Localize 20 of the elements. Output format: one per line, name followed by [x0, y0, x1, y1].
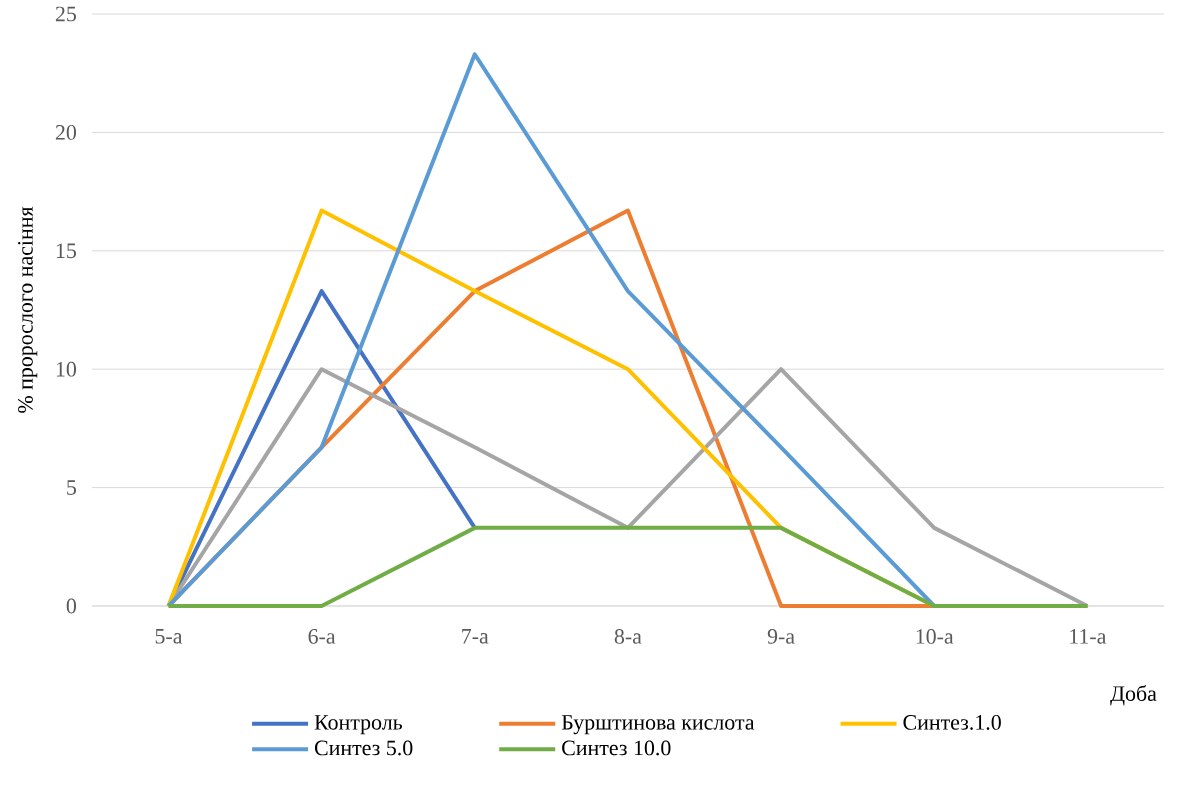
y-tick-label: 5 [67, 480, 76, 496]
x-axis-title: Доба [1110, 685, 1157, 706]
legend-label: Синтез 5.0 [314, 740, 413, 756]
x-tick-label: 6-а [308, 629, 336, 644]
legend-label: Контроль [314, 715, 403, 735]
legend-label: Бурштинова кислота [561, 715, 755, 735]
y-tick-label: 0 [66, 598, 77, 614]
y-tick-label: 10 [56, 362, 77, 377]
x-tick-label: 10-а [916, 629, 954, 645]
y-tick-label: 25 [55, 6, 76, 22]
legend-label: Синтез.1.0 [903, 715, 1001, 731]
x-tick-label: 7-а [462, 629, 489, 644]
x-tick-label: 8-а [614, 629, 642, 645]
legend-label: Синтез 10.0 [562, 740, 671, 756]
x-tick-label: 11-а [1070, 629, 1107, 644]
y-tick-label: 20 [55, 125, 77, 140]
y-tick-label: 15 [56, 243, 76, 259]
y-axis-title: % пророслого насіння [18, 207, 38, 414]
x-tick-label: 9-а [767, 629, 795, 644]
x-tick-label: 5-а [155, 629, 183, 644]
